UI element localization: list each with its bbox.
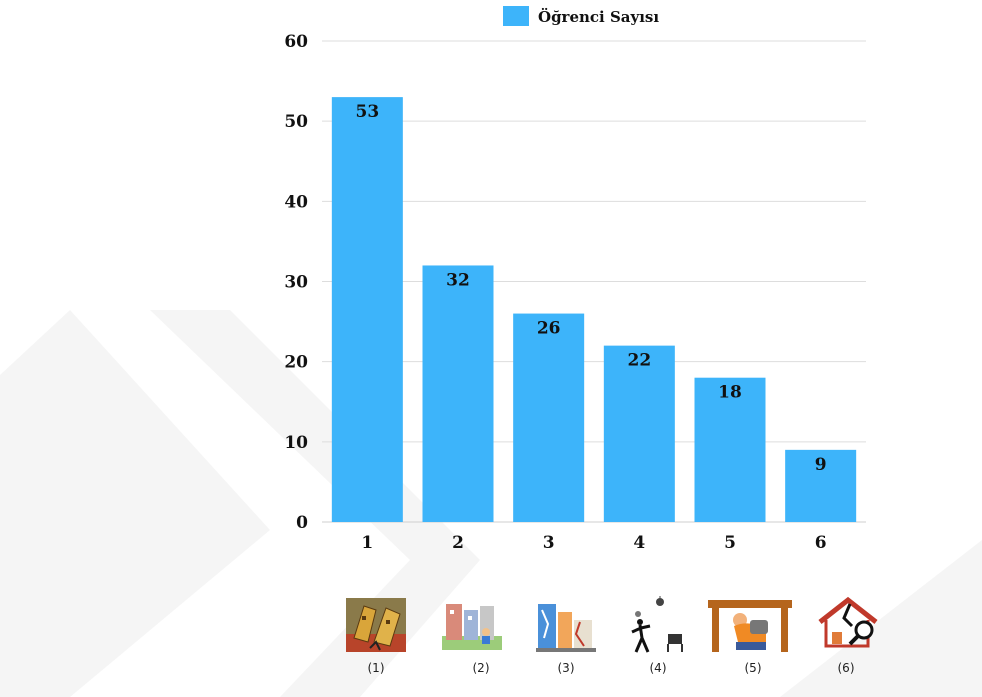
icon-caption: (2)	[473, 661, 490, 675]
data-label: 18	[718, 383, 742, 403]
data-label: 9	[815, 455, 827, 475]
x-tick-label: 1	[361, 533, 373, 553]
icon-caption: (3)	[558, 661, 575, 675]
icon-caption: (6)	[838, 661, 855, 675]
icon-caption: (1)	[368, 661, 385, 675]
y-tick-label: 0	[296, 513, 308, 533]
data-label: 32	[446, 270, 470, 290]
icon-row	[346, 596, 878, 653]
x-axis-ticks: 1 2 3 4 5 6	[361, 533, 826, 553]
y-axis-ticks: 0 10 20 30 40 50 60	[284, 32, 308, 533]
y-tick-label: 40	[284, 192, 308, 212]
icon-caption: (4)	[650, 661, 667, 675]
cracked-buildings-icon	[536, 604, 596, 652]
shelter-under-table-icon	[708, 600, 792, 652]
data-label: 53	[355, 102, 379, 122]
x-tick-label: 2	[452, 533, 464, 553]
bar	[694, 377, 766, 522]
damaged-street-buildings-icon	[442, 604, 502, 650]
x-tick-label: 3	[543, 533, 555, 553]
legend: Öğrenci Sayısı	[503, 6, 659, 26]
icon-caption: (5)	[745, 661, 762, 675]
bars: 53 32 26 22 18 9	[331, 97, 857, 522]
bar	[603, 345, 675, 522]
x-tick-label: 5	[724, 533, 736, 553]
bar	[513, 313, 585, 522]
icon-captions: (1) (2) (3) (4) (5) (6)	[368, 661, 855, 675]
legend-label: Öğrenci Sayısı	[538, 7, 659, 26]
y-tick-label: 10	[284, 433, 308, 453]
data-label: 22	[627, 351, 651, 371]
bar	[331, 97, 403, 522]
y-tick-label: 50	[284, 112, 308, 132]
x-tick-label: 6	[815, 533, 827, 553]
collapsing-building-icon	[346, 598, 406, 652]
bar	[785, 449, 857, 522]
bar	[422, 265, 494, 522]
x-tick-label: 4	[633, 533, 645, 553]
y-tick-label: 60	[284, 32, 308, 52]
y-tick-label: 20	[284, 353, 308, 373]
falling-objects-person-icon	[631, 596, 683, 653]
grid-lines	[322, 40, 866, 523]
legend-swatch	[503, 6, 529, 26]
data-label: 26	[537, 319, 561, 339]
damaged-house-inspection-icon	[818, 596, 878, 648]
y-tick-label: 30	[284, 273, 308, 293]
